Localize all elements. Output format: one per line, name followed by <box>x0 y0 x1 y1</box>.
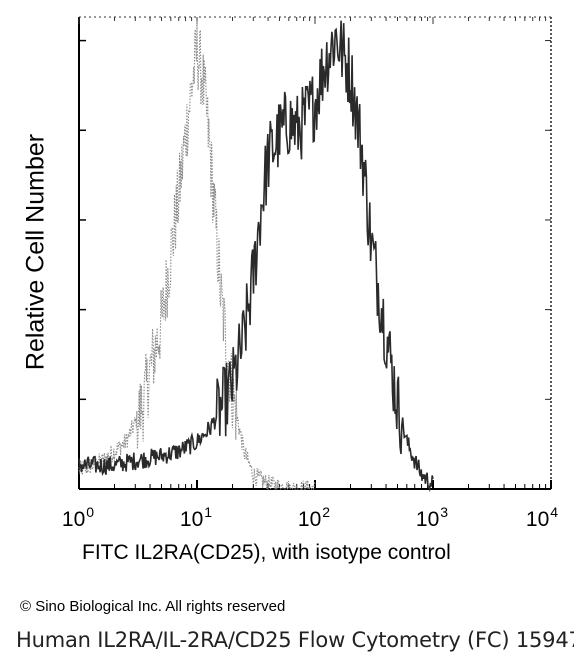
histogram-trace-2 <box>78 20 434 493</box>
histogram-trace-1 <box>78 20 316 491</box>
x-tick-label-100: 102 <box>297 504 331 531</box>
x-tick-label-1000: 103 <box>415 504 449 531</box>
histogram-series-2 <box>78 20 434 493</box>
histogram-plot <box>78 16 552 493</box>
x-tick-label-10: 101 <box>179 504 213 531</box>
copyright-notice: © Sino Biological Inc. All rights reserv… <box>20 598 286 615</box>
x-tick-label-1: 100 <box>61 504 95 531</box>
x-axis-label: FITC IL2RA(CD25), with isotype control <box>82 541 451 564</box>
figure-caption: Human IL2RA/IL-2RA/CD25 Flow Cytometry (… <box>16 628 574 652</box>
y-axis-label: Relative Cell Number <box>21 133 50 371</box>
x-tick-label-10000: 104 <box>525 504 559 531</box>
histogram-series-1 <box>78 20 316 491</box>
